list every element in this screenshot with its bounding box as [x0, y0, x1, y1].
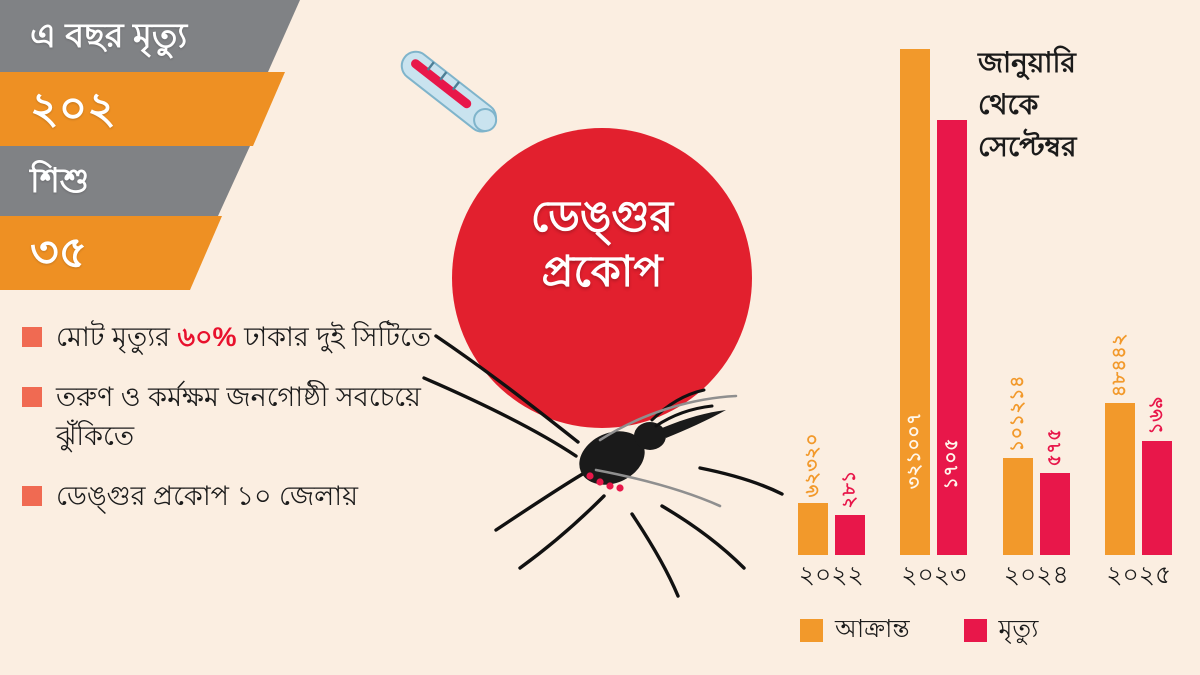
red-circle-background: [452, 128, 752, 428]
bar-cases: [1002, 458, 1033, 555]
chart-legend: আক্রান্ত মৃত্যু: [800, 609, 1190, 652]
legend-swatch-deaths: [963, 619, 987, 642]
period-line-3: সেপ্টেম্বর: [978, 131, 1077, 162]
banner-deaths-label-text: এ বছর মৃত্যু: [30, 17, 188, 55]
bar-wrap-deaths: ৫৭৫: [1039, 428, 1070, 555]
list-item: মোট মৃত্যুর ৬০% ঢাকার দুই সিটিতে: [22, 318, 502, 356]
bar-wrap-cases: ৩২১০০৭: [900, 49, 931, 555]
x-tick-2025: ২০২৫: [1106, 561, 1172, 589]
bar-value-label: ৩২১০০৭: [904, 411, 926, 489]
legend-label-cases: আক্রান্ত: [835, 615, 910, 643]
bullet-text-pre: মোট মৃত্যুর: [56, 322, 178, 352]
banner-row-deaths-label: এ বছর মৃত্যু: [0, 0, 300, 72]
bar-cases: [1105, 403, 1136, 555]
bar-value-label: ৫৭৫: [1043, 428, 1065, 467]
banner-row-deaths-value: ২০২: [0, 72, 285, 146]
bar-deaths: [1039, 473, 1070, 555]
mosquito-icon: [422, 334, 784, 598]
bar-wrap-deaths: ১৭০৫: [937, 120, 968, 555]
bullet-text-post: ঢাকার দুই সিটিতে: [236, 322, 432, 352]
dengue-bar-chart: ৬২৩২০ ২৮১ ৩২১০০৭ ১৭০৫ ১০১২১৪: [770, 20, 1190, 660]
thermometer-icon: [400, 50, 498, 133]
bullet-text: তরুণ ও কর্মক্ষম জনগোষ্ঠী সবচেয়ে ঝুঁকিতে: [56, 378, 502, 455]
bar-deaths: [937, 120, 968, 555]
bullet-text: ডেঙ্গুর প্রকোপ ১০ জেলায়: [56, 477, 358, 515]
bullet-square-icon: [22, 485, 42, 506]
bar-group-2025: ৪৮৪৪২ ১৬৯: [1105, 333, 1173, 555]
banner-children-label-text: শিশু: [30, 162, 90, 200]
bullet-text: মোট মৃত্যুর ৬০% ঢাকার দুই সিটিতে: [56, 318, 431, 356]
bar-cases: [900, 49, 931, 555]
chart-plot-area: ৬২৩২০ ২৮১ ৩২১০০৭ ১৭০৫ ১০১২১৪: [780, 35, 1190, 555]
period-line-1: জানুয়ারি: [978, 47, 1076, 78]
list-item: ডেঙ্গুর প্রকোপ ১০ জেলায়: [22, 477, 502, 515]
bar-wrap-cases: ৪৮৪৪২: [1105, 333, 1136, 555]
bullet-text-pre: ডেঙ্গুর প্রকোপ ১০ জেলায়: [56, 480, 359, 511]
legend-item-deaths: মৃত্যু: [963, 609, 1039, 652]
bar-deaths: [834, 515, 865, 555]
chart-x-axis-labels: ২০২২ ২০২৩ ২০২৪ ২০২৫: [780, 555, 1190, 598]
title-line-2: প্রকোপ: [541, 248, 663, 297]
title-line-1: ডেঙ্গুর: [530, 193, 674, 241]
bar-value-label: ১৬৯: [1146, 396, 1168, 435]
x-tick-2024: ২০২৪: [1003, 561, 1069, 589]
list-item: তরুণ ও কর্মক্ষম জনগোষ্ঠী সবচেয়ে ঝুঁকিতে: [22, 378, 502, 455]
bar-deaths: [1142, 441, 1173, 555]
bullet-text-pre: তরুণ ও কর্মক্ষম জনগোষ্ঠী সবচেয়ে ঝুঁকিতে: [56, 382, 421, 451]
bullet-square-icon: [22, 327, 42, 347]
bar-wrap-deaths: ১৬৯: [1142, 396, 1173, 555]
legend-item-cases: আক্রান্ত: [800, 609, 910, 652]
bar-value-label: ২৮১: [838, 470, 860, 509]
bar-value-label: ১০১২১৪: [1006, 374, 1028, 452]
page-title: ডেঙ্গুর প্রকোপ: [452, 190, 752, 300]
period-caption: জানুয়ারি থেকে সেপ্টেম্বর: [978, 42, 1138, 168]
period-line-2: থেকে: [978, 89, 1039, 120]
bar-group-2022: ৬২৩২০ ২৮১: [797, 433, 865, 555]
bar-cases: [797, 503, 828, 555]
bar-value-label: ৬২৩২০: [801, 432, 823, 497]
bar-wrap-deaths: ২৮১: [834, 470, 865, 555]
legend-swatch-cases: [800, 619, 823, 642]
banner-children-value-text: ৩৫: [30, 228, 88, 277]
bullet-square-icon: [22, 387, 42, 408]
banner-deaths-value-text: ২০২: [30, 84, 116, 133]
bar-value-label: ৪৮৪৪২: [1109, 332, 1131, 397]
bar-wrap-cases: ১০১২১৪: [1002, 375, 1033, 555]
banner-row-children-label: শিশু: [0, 146, 250, 216]
stats-banner: এ বছর মৃত্যু ২০২ শিশু ৩৫: [0, 0, 330, 290]
banner-row-children-value: ৩৫: [0, 216, 222, 290]
x-tick-2022: ২০২২: [798, 561, 864, 589]
key-points-list: মোট মৃত্যুর ৬০% ঢাকার দুই সিটিতে তরুণ ও …: [22, 318, 502, 537]
x-tick-2023: ২০২৩: [901, 561, 967, 589]
bar-group-2023: ৩২১০০৭ ১৭০৫: [900, 49, 968, 555]
bar-wrap-cases: ৬২৩২০: [797, 433, 828, 555]
bar-group-2024: ১০১২১৪ ৫৭৫: [1002, 375, 1070, 555]
legend-label-deaths: মৃত্যু: [998, 615, 1039, 643]
bar-value-label: ১৭০৫: [941, 437, 963, 489]
bullet-highlight: ৬০%: [177, 322, 237, 352]
